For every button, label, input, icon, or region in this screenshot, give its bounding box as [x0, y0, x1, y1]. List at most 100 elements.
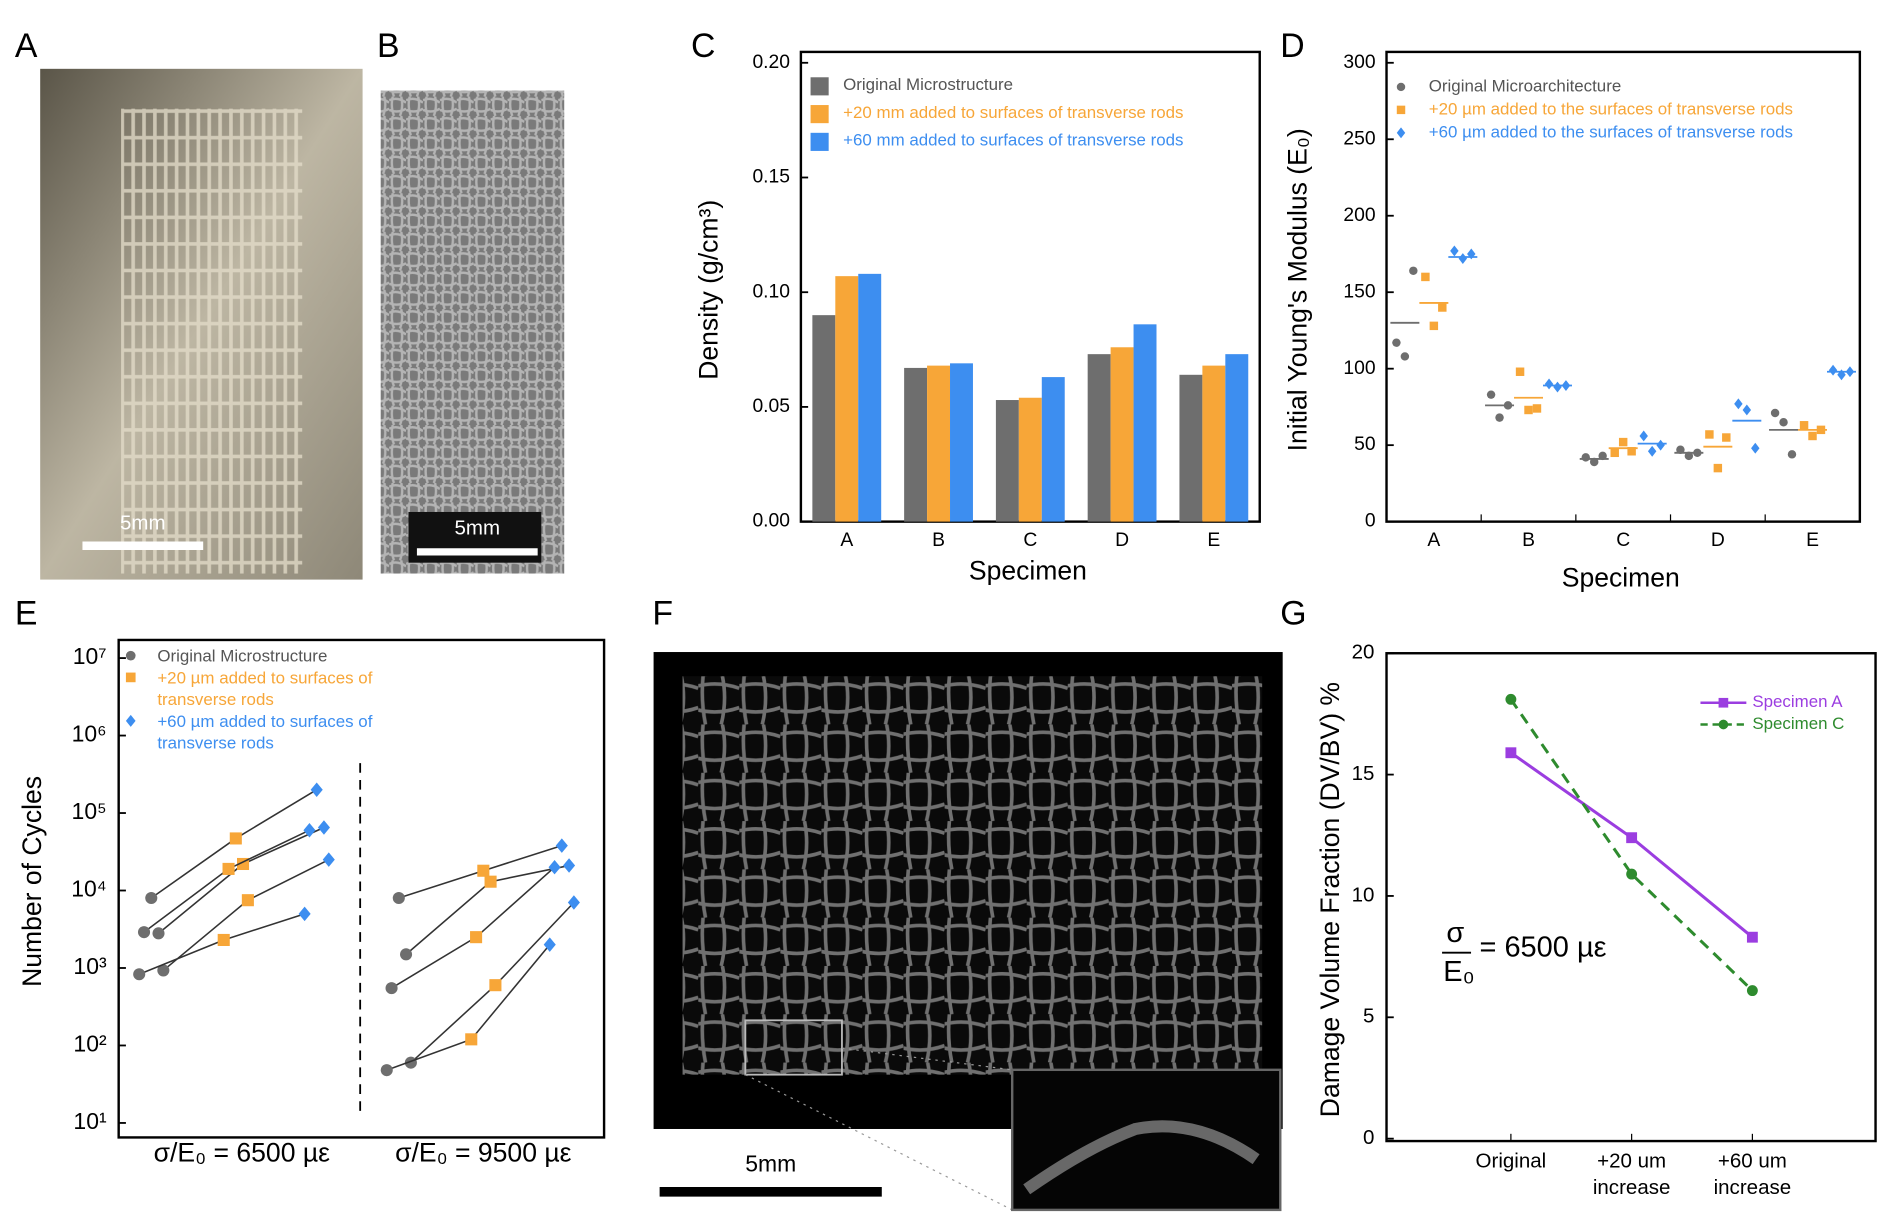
marker [1722, 433, 1731, 442]
marker [310, 782, 323, 797]
legend-label: +60 µm added to the surfaces of transver… [1429, 122, 1793, 141]
marker [400, 948, 413, 961]
marker [317, 820, 330, 835]
y-tick-label: 0.05 [752, 396, 790, 417]
bar [1110, 347, 1134, 522]
legend-label: +20 µm added to the surfaces of transver… [1429, 99, 1793, 118]
marker [1553, 381, 1562, 393]
bar [1041, 377, 1065, 522]
y-tick-label: 150 [1343, 281, 1375, 302]
marker [1808, 431, 1817, 441]
scale-text: 5mm [454, 516, 500, 539]
marker [385, 982, 398, 995]
x-tick-label: C [1616, 530, 1630, 551]
marker [1718, 697, 1729, 708]
marker [322, 852, 335, 867]
annotation-numerator: σ [1446, 917, 1464, 949]
marker [241, 894, 254, 907]
marker [1458, 253, 1468, 264]
marker [1734, 398, 1743, 410]
marker [555, 838, 568, 853]
legend-label: +60 mm added to surfaces of transverse r… [843, 131, 1183, 150]
marker [157, 964, 170, 977]
marker [1396, 105, 1406, 115]
marker [1610, 448, 1619, 458]
x-tick-label: D [1711, 530, 1725, 551]
y-tick-label: 0.15 [752, 167, 790, 188]
legend-label-box: Original Microstructure [157, 645, 328, 666]
zoom-box [744, 1019, 843, 1076]
y-tick-label: 5 [1363, 1005, 1374, 1028]
legend-label: Original Microstructure [843, 75, 1013, 94]
marker [1421, 272, 1430, 282]
marker [1647, 445, 1657, 457]
marker [125, 672, 136, 683]
legend-label: +20 µm added to surfaces of transverse r… [157, 667, 373, 709]
legend-label: Original Microstructure [157, 645, 328, 666]
bar [950, 363, 973, 522]
marker [1505, 747, 1517, 759]
legend-swatch [810, 132, 829, 151]
series-line [1510, 751, 1754, 939]
y-tick-label: 0.00 [752, 511, 790, 532]
bar [812, 315, 836, 522]
bar [1225, 354, 1249, 522]
y-tick-label: 10⁴ [71, 876, 106, 902]
marker [1693, 448, 1702, 458]
marker [548, 859, 561, 875]
marker [1589, 457, 1599, 467]
bar [927, 365, 951, 522]
marker [1718, 719, 1729, 730]
marker [1503, 401, 1513, 410]
y-tick-label: 10⁶ [72, 721, 107, 747]
marker [1799, 421, 1809, 430]
group-label: σ/E₀ = 9500 µε [395, 1137, 571, 1167]
marker [1532, 404, 1542, 413]
marker [1505, 693, 1517, 705]
bar [858, 273, 882, 522]
marker [1450, 245, 1459, 257]
marker [1396, 127, 1406, 139]
y-tick-label: 0 [1365, 511, 1376, 532]
bar [835, 276, 859, 522]
marker [1515, 367, 1525, 376]
x-tick-label: B [932, 530, 945, 551]
bar [995, 400, 1019, 522]
bar [1133, 324, 1157, 522]
marker [229, 832, 242, 845]
legend-label: Specimen A [1752, 692, 1843, 711]
x-axis-label: Specimen [969, 555, 1087, 585]
marker [137, 926, 151, 939]
marker [1486, 390, 1496, 399]
marker [298, 906, 311, 922]
lattice [121, 108, 303, 574]
marker [1561, 380, 1571, 391]
x-tick-label: B [1522, 530, 1535, 551]
y-axis-label: Density (g/cm³) [693, 200, 723, 380]
marker [470, 931, 483, 944]
x-tick-label: C [1023, 530, 1037, 551]
marker [380, 1064, 393, 1077]
marker [477, 864, 490, 877]
marker [1676, 445, 1685, 454]
legend-label-box: +60 µm added to surfaces of transverse r… [157, 711, 372, 752]
marker [1409, 266, 1418, 276]
x-tick-label: E [1806, 530, 1819, 551]
y-tick-label: 200 [1343, 205, 1375, 226]
marker [1816, 425, 1826, 435]
marker [222, 862, 235, 875]
marker [392, 891, 405, 905]
marker [125, 650, 136, 661]
panel-label: C [691, 27, 715, 65]
marker [152, 927, 165, 940]
marker [1618, 437, 1628, 447]
bar [1202, 365, 1226, 522]
marker [1639, 430, 1648, 442]
panel-label: G [1280, 595, 1306, 633]
x-tick-label-box: +20 um increase [1593, 1150, 1671, 1200]
x-tick-label: +60 um increase [1713, 1149, 1792, 1200]
marker [1627, 447, 1636, 456]
panel-label: B [377, 27, 400, 65]
y-tick-label: 10³ [73, 953, 107, 979]
